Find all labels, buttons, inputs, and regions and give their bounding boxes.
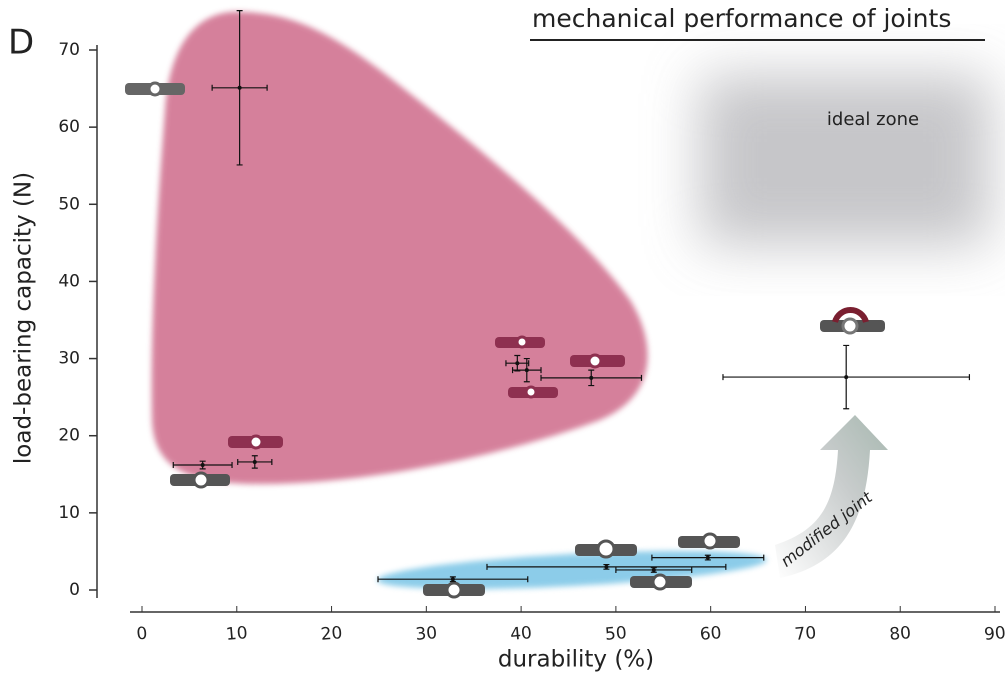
data-point [525, 368, 529, 372]
x-tick-label: 50 [604, 623, 627, 645]
chart: D mechanical performance of joints ideal… [0, 0, 1005, 675]
annotation: ideal zone [827, 109, 919, 130]
data-point [238, 86, 242, 90]
annotation: modified joint [777, 487, 876, 570]
conventional-joint-region [152, 12, 648, 484]
y-tick-label: 70 [58, 40, 80, 60]
data-point [201, 463, 205, 467]
data-point [589, 376, 593, 380]
y-tick-label: 50 [58, 194, 80, 214]
y-tick-label: 0 [69, 580, 80, 600]
y-tick-label: 20 [58, 426, 80, 446]
data-point [706, 556, 710, 560]
y-tick-label: 10 [58, 503, 80, 523]
x-tick-label: 70 [794, 623, 817, 645]
data-point [844, 375, 848, 379]
data-point [604, 565, 608, 569]
page: {"chart_data": { "type": "scatter", "pan… [0, 0, 1005, 675]
x-tick-label: 40 [509, 623, 532, 645]
x-tick-label: 20 [320, 623, 343, 645]
x-tick-label: 0 [136, 624, 149, 645]
y-tick-label: 30 [58, 349, 80, 369]
data-point [451, 577, 455, 581]
x-tick-label: 30 [415, 623, 438, 645]
y-tick-label: 60 [58, 117, 80, 137]
x-tick-label: 10 [225, 623, 248, 645]
panel-label: D [8, 23, 34, 63]
chart-title: mechanical performance of joints [532, 4, 951, 33]
x-tick-label: 80 [889, 623, 912, 645]
data-point [515, 361, 519, 365]
x-axis-label: durability (%) [498, 647, 654, 673]
ideal-zone-region [700, 75, 990, 245]
y-axis-label: load-bearing capacity (N) [11, 172, 37, 464]
data-point [652, 568, 656, 572]
y-tick-label: 40 [58, 271, 80, 291]
data-point [253, 460, 257, 464]
x-tick-label: 90 [983, 623, 1005, 645]
x-tick-label: 60 [699, 623, 722, 645]
